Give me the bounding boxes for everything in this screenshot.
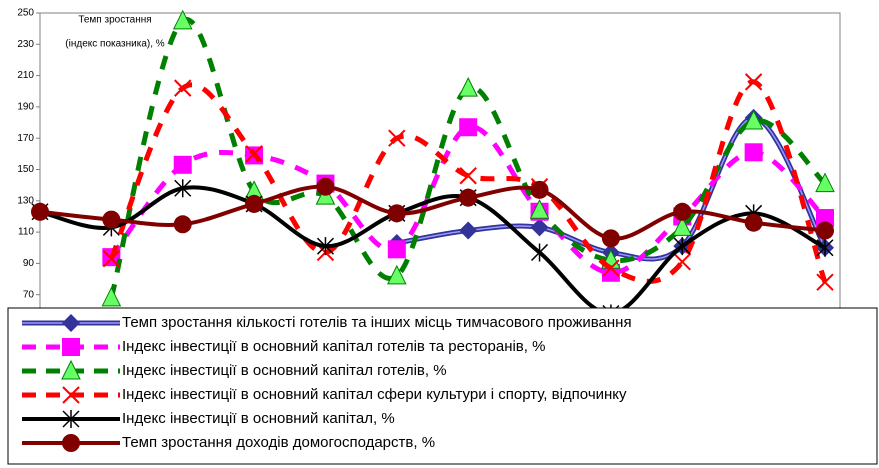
legend-marker [62,386,80,404]
y-tick-label: 190 [17,102,34,113]
marker [529,199,550,219]
marker [673,237,691,256]
annotation: Темп зростання [78,15,151,26]
marker [316,177,335,196]
marker [744,213,763,232]
marker [816,238,834,257]
legend [7,307,878,465]
y-tick-label: 110 [18,227,34,238]
marker [601,229,620,248]
series-line [109,79,828,284]
y-tick-label: 170 [17,133,34,144]
marker [245,194,264,213]
marker [530,180,549,199]
marker [673,202,692,221]
y-tick-label: 250 [17,8,34,19]
marker [387,204,406,223]
marker [173,215,192,234]
marker [673,253,691,271]
marker [102,249,121,268]
marker [459,118,478,137]
legend-marker [61,359,81,380]
marker [387,240,406,259]
marker [458,77,478,97]
marker [174,79,192,97]
legend-marker [62,434,80,452]
marker [31,202,49,221]
marker [602,259,620,277]
marker [744,143,763,162]
legend-label: Індекс інвестиції в основний капітал гот… [122,338,545,355]
marker [816,221,834,240]
marker [815,172,835,193]
y-tick-label: 90 [23,258,35,269]
y-tick-label: 70 [23,289,35,300]
legend-label: Індекс інвестиції в основний капітал сфе… [122,386,627,403]
legend-label: Індекс інвестиції в основний капітал гот… [122,362,447,379]
legend-label: Темп зростання доходів домогосподарств, … [122,434,435,451]
y-tick-label: 210 [17,70,34,81]
legend-marker [62,338,80,356]
marker [459,221,478,240]
legend-label: Індекс інвестиції в основний капітал, % [122,410,395,427]
marker [102,210,121,229]
marker [531,243,549,262]
marker [316,237,334,256]
series [31,179,834,323]
marker [174,179,192,198]
legend-marker [62,410,80,428]
marker [101,286,122,307]
marker [816,273,834,291]
marker [172,9,193,30]
marker [245,145,263,163]
annotation: (індекс показника), % [65,39,164,50]
series-line [108,16,827,299]
marker [459,167,477,185]
y-tick-label: 150 [17,164,34,175]
y-tick-label: 230 [17,39,34,50]
series [31,177,834,248]
marker [743,109,764,130]
marker [530,218,549,237]
marker [816,209,834,228]
y-tick-label: 130 [17,195,34,206]
marker [388,129,406,147]
marker [672,216,693,236]
legend-marker [62,314,80,332]
legend-label: Темп зростання кількості готелів та інши… [122,314,632,331]
marker [744,73,763,91]
marker [459,188,478,207]
marker [387,264,407,285]
marker [173,155,192,174]
series [102,73,834,291]
